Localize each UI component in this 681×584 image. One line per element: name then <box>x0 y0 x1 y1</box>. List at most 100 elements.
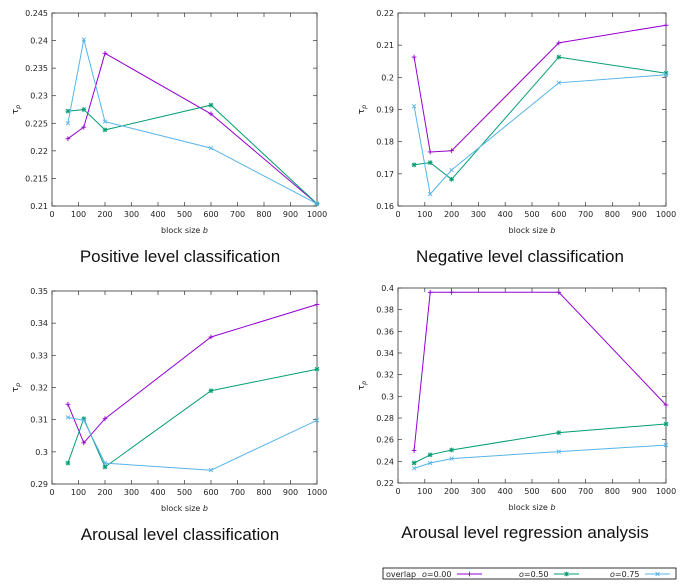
data-point <box>102 127 108 133</box>
data-point <box>427 289 433 295</box>
data-point <box>449 456 454 461</box>
y-tick-label: 0.22 <box>376 479 394 488</box>
x-tick-label: 600 <box>551 487 566 496</box>
x-axis-label: block size b <box>161 504 208 513</box>
x-tick-label: 200 <box>444 487 459 496</box>
chart-title: Arousal level regression analysis <box>401 523 649 542</box>
data-point <box>556 40 562 46</box>
series-line-o=0.00 <box>67 304 318 444</box>
data-point <box>81 440 87 446</box>
data-point <box>208 467 214 473</box>
y-tick-label: 0.32 <box>30 384 48 393</box>
data-point <box>556 54 562 60</box>
series-line-o=0.75 <box>413 74 667 196</box>
x-tick-label: 700 <box>230 210 245 219</box>
data-point <box>411 162 417 168</box>
data-point <box>65 460 71 466</box>
data-point <box>102 460 108 466</box>
data-point <box>411 460 417 466</box>
data-point <box>208 388 214 394</box>
legend-prefix: overlap <box>386 570 416 579</box>
x-tick-label: 100 <box>71 488 86 497</box>
y-axis-label: τp <box>357 105 368 115</box>
legend: overlap o=0.00 o=0.50 o=0.75 <box>382 567 677 580</box>
x-tick-label: 800 <box>605 210 620 219</box>
x-tick-label: 0 <box>395 210 400 219</box>
data-point <box>102 416 108 422</box>
legend-marker <box>655 571 660 577</box>
chart-arousal-level-classification: 0 100 200 300 400 500 600 700 800 900 1000 0.29 0.3 0… <box>11 287 327 544</box>
y-tick-label: 0.225 <box>25 119 48 128</box>
data-point <box>411 448 417 453</box>
data-point <box>663 72 669 77</box>
data-point <box>663 402 669 408</box>
series-line-o=0.00 <box>413 24 667 153</box>
x-tick-label: 800 <box>256 488 271 497</box>
plot-frame <box>397 12 667 207</box>
y-tick-label: 0.34 <box>376 349 394 358</box>
y-tick-label: 0.23 <box>30 92 48 101</box>
series-line-o=0.50 <box>67 104 318 205</box>
data-point <box>556 449 562 454</box>
data-point <box>427 149 433 155</box>
y-tick-label: 0.21 <box>30 202 48 211</box>
y-axis-label: τp <box>11 383 22 393</box>
y-tick-label: 0.29 <box>30 480 48 489</box>
y-tick-label: 0.24 <box>30 37 48 46</box>
y-tick-label: 0.245 <box>25 9 48 18</box>
y-tick-label: 0.215 <box>25 174 48 183</box>
y-tick-label: 0.34 <box>30 319 48 328</box>
y-tick-label: 0.3 <box>35 448 48 457</box>
x-tick-label: 600 <box>203 210 218 219</box>
chart-positive-level-classification: 0 100 200 300 400 500 600 700 800 900 1000 0.21 0.21… <box>11 9 327 266</box>
y-tick-label: 0.28 <box>376 414 394 423</box>
data-point <box>556 80 562 86</box>
y-tick-label: 0.24 <box>376 457 394 466</box>
data-point <box>556 289 562 295</box>
data-point <box>411 54 417 60</box>
data-point <box>65 401 71 407</box>
x-tick-label: 700 <box>230 488 245 497</box>
data-point <box>81 418 87 423</box>
data-point <box>663 442 669 448</box>
data-point <box>208 145 214 151</box>
y-tick-label: 0.31 <box>30 416 48 425</box>
data-point <box>663 22 669 28</box>
y-tick-label: 0.26 <box>376 436 394 445</box>
x-axis-label: block size b <box>509 226 556 235</box>
x-tick-label: 100 <box>417 487 432 496</box>
x-tick-label: 800 <box>256 210 271 219</box>
data-point <box>427 160 433 165</box>
y-tick-label: 0.18 <box>376 138 394 147</box>
x-tick-label: 1000 <box>656 487 676 496</box>
x-tick-label: 0 <box>49 210 54 219</box>
y-tick-label: 0.235 <box>25 64 48 73</box>
x-tick-label: 300 <box>471 210 486 219</box>
legend-marker <box>467 571 472 577</box>
y-tick-label: 0.33 <box>30 351 48 360</box>
x-tick-label: 500 <box>177 210 192 219</box>
x-tick-label: 0 <box>395 487 400 496</box>
x-tick-label: 600 <box>551 210 566 219</box>
data-point <box>449 148 454 154</box>
data-point <box>102 50 108 56</box>
y-axis-label: τp <box>11 105 22 115</box>
x-tick-label: 200 <box>97 488 112 497</box>
data-point <box>208 102 214 108</box>
data-point <box>208 111 214 117</box>
x-tick-label: 700 <box>578 210 593 219</box>
data-point <box>427 460 433 466</box>
y-tick-label: 0.21 <box>376 41 394 50</box>
chart-negative-level-classification: 0 100 200 300 400 500 600 700 800 900 1000 0.16 0.17… <box>357 9 676 266</box>
chart-title: Negative level classification <box>416 247 624 266</box>
x-tick-label: 500 <box>524 210 539 219</box>
data-point <box>65 136 71 142</box>
data-point <box>663 421 669 427</box>
x-tick-label: 100 <box>417 210 432 219</box>
legend-box <box>382 567 677 580</box>
x-tick-label: 400 <box>150 210 165 219</box>
y-tick-label: 0.16 <box>376 202 394 211</box>
data-point <box>449 447 454 453</box>
x-tick-label: 600 <box>203 488 218 497</box>
data-point <box>556 430 562 436</box>
